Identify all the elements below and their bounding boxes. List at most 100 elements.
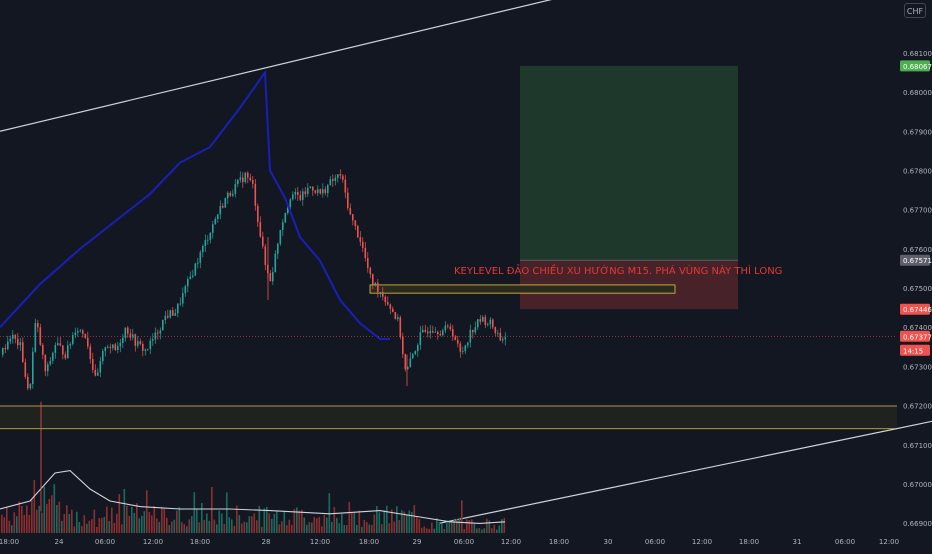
volume-bar xyxy=(18,501,21,533)
candle xyxy=(289,199,292,207)
volume-bar xyxy=(253,513,256,533)
volume-bar xyxy=(441,523,443,533)
candle xyxy=(117,346,119,351)
candle xyxy=(27,376,29,389)
candle xyxy=(284,213,287,223)
candle xyxy=(147,348,149,350)
candle xyxy=(434,331,437,333)
candle xyxy=(287,206,289,214)
candle xyxy=(24,362,27,377)
candle xyxy=(477,319,479,328)
candle xyxy=(357,226,359,238)
price-tick-label: 0.67300 xyxy=(903,363,932,371)
volume-bar xyxy=(481,529,483,533)
candle xyxy=(152,339,154,341)
candle xyxy=(412,354,414,359)
candle xyxy=(12,334,14,339)
candle xyxy=(177,303,179,314)
volume-bar xyxy=(81,526,83,533)
volume-bar xyxy=(433,528,436,533)
candle xyxy=(467,342,469,346)
candle xyxy=(204,240,207,246)
candle xyxy=(457,340,459,344)
candle xyxy=(312,186,314,191)
volume-bar xyxy=(426,528,428,533)
volume-bar xyxy=(466,519,468,533)
price-tick-label: 0.67900 xyxy=(903,128,932,136)
candle xyxy=(422,329,424,333)
volume-bar xyxy=(391,509,393,533)
candle xyxy=(227,192,229,199)
candle xyxy=(384,296,387,303)
volume-bar xyxy=(83,515,86,533)
volume-bar xyxy=(316,518,318,533)
candle xyxy=(17,338,19,346)
volume-bar xyxy=(116,513,118,533)
candle xyxy=(4,347,7,350)
candle xyxy=(449,326,452,330)
candle xyxy=(417,345,419,352)
volume-bar xyxy=(211,487,213,533)
volume-bar xyxy=(358,510,361,533)
volume-bar xyxy=(353,513,356,533)
time-tick-label: 12:00 xyxy=(310,538,330,546)
volume-bar xyxy=(11,525,13,533)
candle xyxy=(154,332,157,340)
currency-badge[interactable]: CHF xyxy=(904,3,926,18)
candle xyxy=(237,179,239,185)
volume-bar xyxy=(248,516,251,533)
volume-bar xyxy=(351,512,353,533)
volume-bar xyxy=(121,524,123,533)
volume-bar xyxy=(468,520,471,533)
volume-bar xyxy=(146,490,148,533)
volume-bar xyxy=(228,517,231,533)
volume-bar xyxy=(398,520,401,533)
candle xyxy=(104,347,107,352)
candle xyxy=(459,343,462,352)
candle xyxy=(34,322,37,352)
candle xyxy=(427,331,429,334)
volume-bar xyxy=(53,484,56,533)
candle xyxy=(382,292,384,297)
candle xyxy=(319,189,322,194)
candle xyxy=(87,337,89,347)
volume-bar xyxy=(476,528,478,533)
candle xyxy=(362,241,364,248)
candle xyxy=(469,329,472,343)
volume-bar xyxy=(443,528,446,533)
volume-bar xyxy=(138,518,141,533)
candle xyxy=(337,174,339,178)
candle xyxy=(202,245,204,253)
volume-bar xyxy=(173,519,176,533)
annotation-text: KEYLEVEL ĐẢO CHIỀU XU HƯỚNG M15. PHÁ VÙN… xyxy=(454,263,782,277)
candle xyxy=(119,342,122,347)
volume-bar xyxy=(216,524,218,533)
time-tick-label: 06:00 xyxy=(454,538,474,546)
candle xyxy=(19,342,22,346)
candle xyxy=(182,293,184,304)
volume-bar xyxy=(478,528,481,533)
price-tick-label: 0.67400 xyxy=(903,324,932,332)
candle xyxy=(77,331,79,333)
volume-bar xyxy=(333,507,336,533)
volume-bar xyxy=(263,508,266,533)
price-label-box xyxy=(900,344,930,356)
candle xyxy=(257,205,259,222)
candle xyxy=(102,351,104,362)
volume-bar xyxy=(483,528,486,533)
volume-bar xyxy=(341,514,343,533)
candle xyxy=(172,310,174,316)
time-tick-label: 18:00 xyxy=(549,538,569,546)
candle xyxy=(22,342,24,363)
price-tick-label: 0.68100 xyxy=(903,50,932,58)
volume-bar xyxy=(493,524,496,533)
candle xyxy=(324,189,327,193)
candle xyxy=(92,359,94,370)
candle xyxy=(329,179,332,186)
candle xyxy=(144,349,147,351)
time-tick-label: 12:00 xyxy=(879,538,899,546)
candle xyxy=(57,343,59,346)
volume-bar xyxy=(176,510,178,533)
